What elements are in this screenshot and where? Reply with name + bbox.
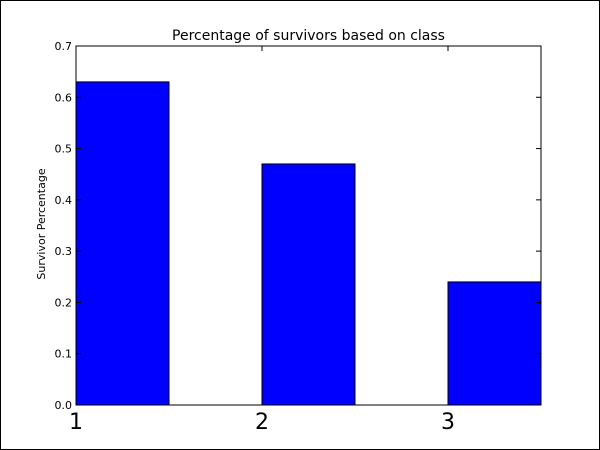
- plot-area-frame: [75, 45, 542, 406]
- y-tick-label-4: 0.4: [55, 194, 73, 207]
- y-tick-label-6: 0.6: [55, 91, 73, 104]
- ticks-group: 0.0 0.1 0.2 0.3 0.4 0.5 0.6 0.7 1 2 3: [55, 40, 541, 435]
- bars-group: [75, 81, 542, 406]
- y-tick-label-0: 0.0: [55, 399, 73, 412]
- bar-class-2: [261, 163, 356, 406]
- y-tick-label-7: 0.7: [55, 40, 73, 53]
- chart-title: Percentage of survivors based on class: [172, 28, 445, 44]
- x-tick-label-1: 1: [69, 410, 83, 435]
- y-tick-label-3: 0.3: [55, 245, 73, 258]
- x-tick-label-2: 2: [255, 410, 269, 435]
- bar-class-1: [75, 81, 170, 406]
- bar-class-3: [447, 281, 542, 406]
- y-tick-label-5: 0.5: [55, 143, 73, 156]
- y-tick-label-1: 0.1: [55, 348, 73, 361]
- x-tick-label-3: 3: [441, 410, 455, 435]
- y-axis-label: Survivor Percentage: [35, 168, 48, 279]
- y-tick-label-2: 0.2: [55, 296, 73, 309]
